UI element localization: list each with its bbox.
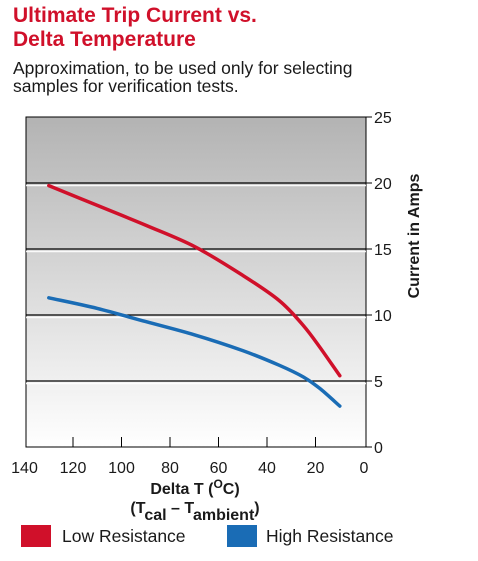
chart-title-line-2: Delta Temperature bbox=[13, 28, 196, 51]
series-lines bbox=[47, 183, 342, 408]
chart-subtitle-line-2: samples for verification tests. bbox=[13, 76, 239, 96]
legend-label-high-resistance: High Resistance bbox=[266, 526, 394, 546]
x-tick-label-100: 100 bbox=[108, 460, 135, 477]
x-axis-sublabel: (Tcal – Tambient) bbox=[130, 500, 259, 524]
chart-subtitle-line-1: Approximation, to be used only for selec… bbox=[13, 58, 353, 78]
x-tick-label-40: 40 bbox=[258, 460, 276, 477]
x-axis-sublabel-cal: cal bbox=[144, 507, 166, 524]
x-axis-sublabel-close: ) bbox=[254, 500, 259, 517]
x-tick-label-20: 20 bbox=[307, 460, 325, 477]
series-line-high-resistance bbox=[47, 296, 342, 408]
x-axis-sublabel-minus: – T bbox=[167, 500, 195, 517]
x-tick-label-0: 0 bbox=[360, 460, 369, 477]
x-axis-sublabel-ambient: ambient bbox=[193, 507, 255, 524]
y-tick-label-15: 15 bbox=[374, 242, 392, 259]
x-axis-label: Delta T (OC) bbox=[150, 477, 239, 498]
plot-area bbox=[25, 116, 367, 448]
x-axis-label-unit: C) bbox=[223, 481, 240, 498]
y-tick-label-20: 20 bbox=[374, 176, 392, 193]
x-axis-ticks: 140 120 100 80 60 40 20 0 bbox=[11, 437, 369, 477]
y-tick-label-10: 10 bbox=[374, 308, 392, 325]
series-line-low-resistance bbox=[47, 183, 342, 378]
y-axis-label: Current in Amps bbox=[406, 174, 423, 299]
y-tick-label-25: 25 bbox=[374, 110, 392, 127]
x-tick-label-80: 80 bbox=[161, 460, 179, 477]
x-tick-label-60: 60 bbox=[210, 460, 228, 477]
chart-title: Ultimate Trip Current vs. Delta Temperat… bbox=[13, 4, 257, 52]
x-axis-label-main: Delta T ( bbox=[150, 481, 214, 498]
x-tick-label-140: 140 bbox=[11, 460, 38, 477]
y-tick-label-5: 5 bbox=[374, 374, 383, 391]
legend-swatch-high-resistance bbox=[227, 525, 257, 547]
x-axis-sublabel-open: (T bbox=[130, 500, 145, 517]
chart-subtitle: Approximation, to be used only for selec… bbox=[13, 59, 353, 95]
x-axis-label-degree: O bbox=[213, 477, 222, 491]
legend-label-low-resistance: Low Resistance bbox=[62, 526, 186, 546]
y-tick-label-0: 0 bbox=[374, 440, 383, 457]
y-axis-ticks: 0 5 10 15 20 25 bbox=[366, 110, 392, 457]
chart-title-line-1: Ultimate Trip Current vs. bbox=[13, 4, 257, 27]
x-tick-label-120: 120 bbox=[60, 460, 87, 477]
legend-swatch-low-resistance bbox=[21, 525, 51, 547]
